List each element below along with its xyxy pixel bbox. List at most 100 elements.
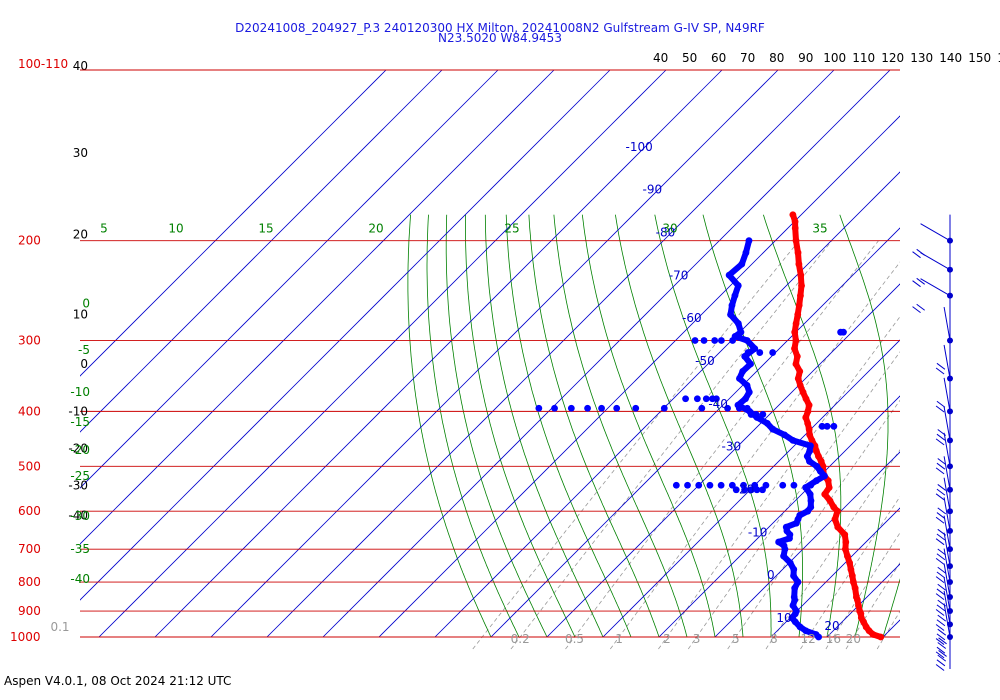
dewpoint-trace-point <box>742 249 750 257</box>
dewpoint-spike-point <box>747 486 755 494</box>
isotherm-line <box>714 451 900 638</box>
temperature-trace-point <box>856 607 864 615</box>
wind-barb-flag <box>936 571 946 579</box>
thetae-top-label: 35 <box>812 222 827 236</box>
temperature-trace-point <box>796 382 804 389</box>
left-thetae-label: -5 <box>78 343 90 357</box>
dewpoint-trace-point <box>796 511 804 519</box>
dewpoint-trace-point <box>743 382 751 389</box>
wind-barb-flag <box>937 548 947 556</box>
wind-barb-flag <box>936 659 946 667</box>
dewpoint-trace-point <box>727 311 734 318</box>
isotherm-label: -80 <box>656 226 676 240</box>
temperature-trace-point <box>799 388 807 396</box>
pressure-label: 600 <box>18 504 41 518</box>
temperature-trace-point <box>824 477 832 485</box>
isotherm-label: 10 <box>776 611 791 625</box>
moist-adiabat-line <box>528 214 660 638</box>
wind-barb-flag <box>935 493 945 501</box>
dewpoint-spike-point <box>830 422 838 430</box>
left-theta-label: -30 <box>68 478 88 492</box>
wind-barb-flag <box>935 609 945 616</box>
dewpoint-trace-point <box>790 572 797 580</box>
top-axis-label: 120 <box>881 51 904 65</box>
dewpoint-trace-point <box>738 260 746 268</box>
dewpoint-trace-point <box>728 301 736 309</box>
dewpoint-spike-point <box>684 481 691 489</box>
temperature-trace-point <box>793 353 801 360</box>
dewpoint-trace-point <box>789 602 797 609</box>
mixing-ratio-label: 8 <box>770 632 778 646</box>
dewpoint-trace-point <box>812 631 820 638</box>
mixing-ratio-line <box>825 532 900 650</box>
wind-barb-flag <box>937 429 947 436</box>
wind-barb-flag <box>935 651 945 659</box>
wind-barb <box>912 252 953 288</box>
mixing-ratio-line <box>658 316 900 650</box>
thetae-top-label: 20 <box>368 222 383 236</box>
dewpoint-spike-point <box>779 481 787 489</box>
left-theta-label: -20 <box>68 441 88 455</box>
wind-barb <box>935 563 953 631</box>
dewpoint-trace-point <box>807 503 815 511</box>
dewpoint-spike-point <box>728 481 736 489</box>
wind-barb-flag <box>935 516 945 524</box>
dewpoint-trace-point <box>790 593 798 601</box>
wind-barb <box>912 223 953 259</box>
wind-barb <box>935 377 953 446</box>
dry-adiabat-line <box>980 70 1000 649</box>
temperature-trace-point <box>841 531 849 539</box>
isotherm-line <box>80 69 611 601</box>
wind-barb-flag <box>935 664 945 671</box>
dry-adiabat-line <box>951 70 1000 649</box>
mixing-ratio-line <box>472 240 800 650</box>
wind-barb-flag <box>935 467 945 475</box>
isotherm-line <box>546 283 900 638</box>
wind-barb-flag <box>935 538 945 546</box>
wind-barb <box>935 344 953 413</box>
wind-barb-flag <box>936 588 946 596</box>
wind-barb <box>935 432 953 501</box>
wind-barb-flag <box>937 458 947 465</box>
isotherm-line <box>434 171 900 638</box>
temperature-trace-point <box>791 224 799 232</box>
temperature-trace-point <box>797 292 804 300</box>
dewpoint-spike-point <box>567 404 575 412</box>
temperature-trace-point <box>841 545 849 553</box>
wind-barb <box>935 306 953 375</box>
wind-barb-staff <box>920 252 951 271</box>
dry-adiabat-line <box>922 70 1000 649</box>
wind-barb <box>935 515 953 584</box>
pressure-label: 400 <box>18 404 41 418</box>
moist-adiabat-line <box>615 214 744 638</box>
dewpoint-trace-point <box>736 375 743 382</box>
temperature-trace-point <box>852 593 860 601</box>
dewpoint-trace-point <box>816 467 824 475</box>
dewpoint-trace-point <box>781 431 788 439</box>
dewpoint-trace-point <box>743 337 751 344</box>
wind-barb-flag <box>936 488 946 496</box>
left-theta-label: 0 <box>80 357 88 371</box>
wind-barb-flag <box>936 512 946 519</box>
dewpoint-trace-point <box>734 320 742 327</box>
mixing-ratio-label: 16 <box>826 632 841 646</box>
isotherm-line <box>210 69 779 638</box>
wind-barb-flag <box>937 599 947 607</box>
temperature-trace-point <box>815 452 822 460</box>
dry-adiabat-line <box>777 70 1000 649</box>
dewpoint-spike-point <box>717 337 725 344</box>
dewpoint-trace-point <box>747 360 754 368</box>
mixing-ratio-line <box>800 495 900 650</box>
wind-barb-flag <box>916 248 925 256</box>
thetae-top-label: 15 <box>258 222 273 236</box>
mixing-ratio-label: 0.5 <box>565 632 584 646</box>
thetae-top-label: 25 <box>504 222 519 236</box>
dewpoint-trace-point <box>806 447 814 455</box>
left-thetae-label: -10 <box>70 385 90 399</box>
top-axis-label: 140 <box>939 51 962 65</box>
temperature-trace-point <box>792 360 800 368</box>
temperature-trace-point <box>791 328 799 336</box>
dewpoint-trace-point <box>807 442 814 450</box>
dewpoint-trace-point <box>802 484 810 491</box>
